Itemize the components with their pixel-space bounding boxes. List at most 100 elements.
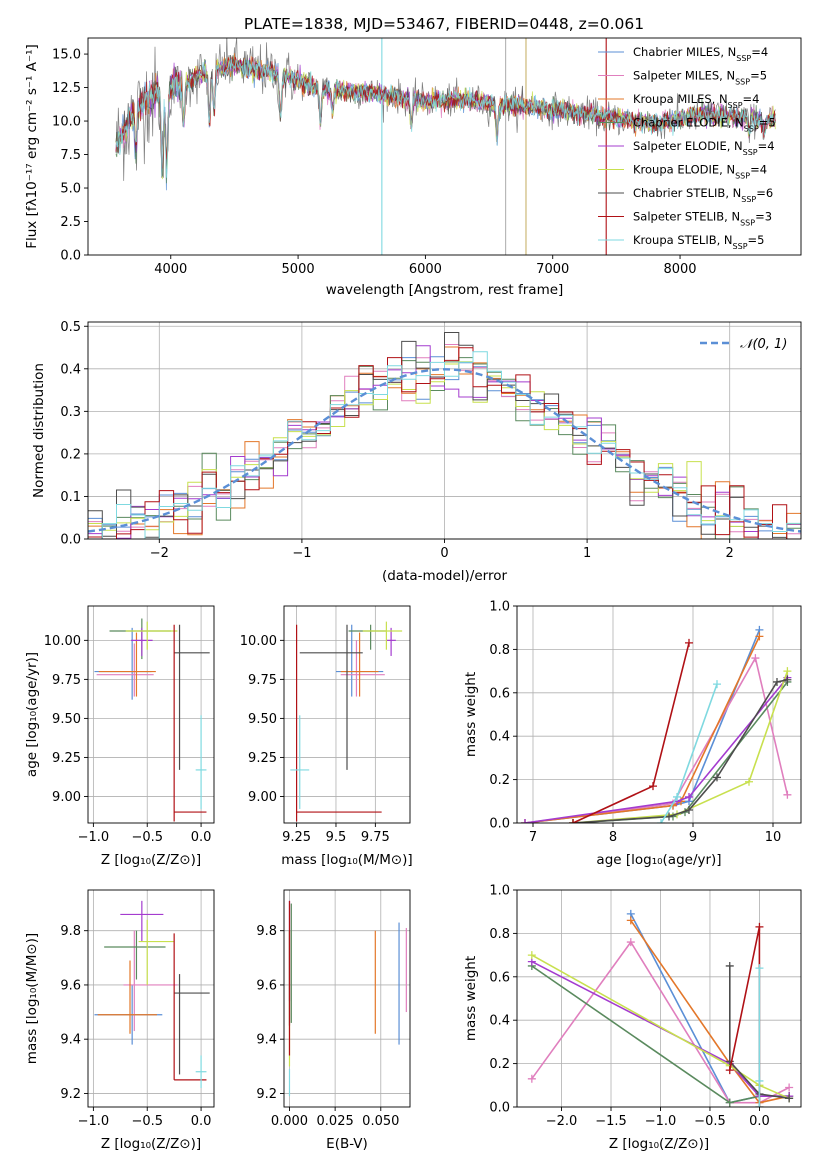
mass-weight-series bbox=[630, 919, 790, 1104]
x-tick-label: −0.5 bbox=[131, 1114, 163, 1129]
y-tick-label: 9.2 bbox=[60, 1087, 81, 1102]
legend-label: 𝒩(0, 1) bbox=[740, 337, 787, 352]
axes-frame bbox=[87, 605, 215, 824]
y-tick-label: 0.5 bbox=[60, 320, 81, 335]
mass-weight-point bbox=[773, 677, 781, 686]
y-tick-label: 1.0 bbox=[489, 884, 510, 899]
x-tick-label: 7 bbox=[529, 830, 537, 845]
mass-weight-point bbox=[783, 675, 792, 684]
plot-area bbox=[94, 900, 210, 1089]
x-axis-label: E(B-V) bbox=[326, 1136, 368, 1152]
mass-weight-point bbox=[755, 1103, 764, 1107]
x-tick-label: 9.5 bbox=[326, 830, 347, 845]
z-weight-axes: −2.0 −1.5 −1.0 −0.5 0.0 0.0 0.2 0.4 0.6 0.8 1.0 Z [… bbox=[463, 884, 802, 1152]
legend-label: Salpeter MILES, NSSP=5 bbox=[633, 69, 767, 87]
x-tick-label: −1.0 bbox=[645, 1114, 677, 1129]
x-tick-label: 9.25 bbox=[282, 830, 311, 845]
mass-weight-point bbox=[725, 1098, 734, 1107]
x-axis-label: Z [log₁₀(Z/Z⊙)] bbox=[101, 1136, 201, 1152]
mass-weight-series bbox=[572, 670, 789, 823]
mass-weight-point bbox=[785, 1083, 794, 1092]
y-tick-label: 0.4 bbox=[489, 1014, 510, 1029]
mass-weight-point bbox=[626, 938, 635, 947]
legend-label: Chabrier STELIB, NSSP=6 bbox=[633, 186, 773, 204]
mass-weight-series bbox=[524, 677, 789, 823]
legend-label: Kroupa ELODIE, NSSP=4 bbox=[633, 163, 767, 181]
mass-weight-point bbox=[626, 916, 635, 925]
mass-weight-point bbox=[657, 819, 665, 823]
plot-area bbox=[115, 38, 776, 255]
plot-area bbox=[88, 332, 801, 539]
y-tick-label: 0.4 bbox=[489, 730, 510, 745]
mass-weight-point bbox=[649, 782, 657, 791]
mass-weight-point bbox=[713, 773, 721, 782]
x-tick-label: −0.5 bbox=[694, 1114, 726, 1129]
mass-weight-point bbox=[521, 819, 529, 823]
y-axis-label: mass weight bbox=[463, 956, 479, 1041]
y-tick-label: 9.00 bbox=[248, 790, 277, 805]
axes-frame bbox=[283, 889, 411, 1108]
mass-weight-series bbox=[524, 655, 789, 823]
y-tick-label: 0.6 bbox=[489, 686, 510, 701]
mass-weight-point bbox=[755, 964, 764, 973]
mass-weight-series bbox=[524, 629, 761, 823]
mass-weight-point bbox=[725, 1066, 734, 1075]
y-tick-label: 0.2 bbox=[60, 447, 81, 462]
legend-label: Chabrier ELODIE, NSSP=5 bbox=[633, 116, 776, 134]
legend-label: Kroupa MILES, NSSP=4 bbox=[633, 92, 759, 110]
y-tick-label: 0.0 bbox=[60, 533, 81, 548]
x-tick-label: 6000 bbox=[409, 262, 442, 277]
x-tick-label: −1.0 bbox=[78, 1114, 110, 1129]
x-tick-label: 0 bbox=[440, 546, 448, 561]
x-tick-label: −1.0 bbox=[78, 830, 110, 845]
y-tick-label: 0.0 bbox=[60, 249, 81, 264]
x-tick-label: 9.75 bbox=[361, 830, 390, 845]
y-tick-label: 9.00 bbox=[52, 790, 81, 805]
y-tick-label: 0.3 bbox=[60, 405, 81, 420]
x-axis-label: age [log₁₀(age/yr)] bbox=[596, 852, 721, 868]
plot-area bbox=[94, 618, 210, 822]
mass-weight-point bbox=[783, 667, 792, 676]
y-tick-label: 0.6 bbox=[489, 970, 510, 985]
plot-area bbox=[527, 909, 794, 1107]
y-axis-label: Normed distribution bbox=[31, 363, 47, 498]
legend-label: Kroupa STELIB, NSSP=5 bbox=[633, 233, 764, 251]
y-tick-label: 10.00 bbox=[240, 634, 277, 649]
x-tick-label: −2.0 bbox=[546, 1114, 578, 1129]
x-tick-label: 8 bbox=[609, 830, 617, 845]
x-tick-label: 0.025 bbox=[317, 1114, 354, 1129]
y-tick-label: 0.0 bbox=[489, 817, 510, 832]
x-tick-label: −2 bbox=[150, 546, 169, 561]
mass-weight-series bbox=[531, 954, 790, 1100]
mass-weight-point bbox=[673, 792, 681, 801]
y-tick-label: 12.5 bbox=[52, 81, 81, 96]
y-tick-label: 9.25 bbox=[248, 751, 277, 766]
y-tick-label: 9.8 bbox=[60, 924, 81, 939]
mass-weight-point bbox=[685, 792, 693, 801]
x-axis-label: mass [log₁₀(M/M⊙)] bbox=[281, 852, 412, 868]
mass-weight-point bbox=[751, 654, 760, 663]
y-tick-label: 2.5 bbox=[60, 215, 81, 230]
mass-weight-point bbox=[685, 638, 693, 647]
x-axis-label: wavelength [Angstrom, rest frame] bbox=[326, 282, 564, 298]
x-tick-label: 0.050 bbox=[362, 1114, 399, 1129]
x-tick-label: 0.000 bbox=[271, 1114, 308, 1129]
mass-weight-series bbox=[572, 642, 690, 823]
model-spectrum-series bbox=[115, 58, 776, 178]
z-mass-axes: −1.0 −0.5 0.0 9.2 9.4 9.6 9.8 Z [log₁₀(Z/Z⊙)] ma… bbox=[24, 889, 215, 1152]
y-tick-label: 9.8 bbox=[256, 924, 277, 939]
y-tick-label: 0.0 bbox=[489, 1101, 510, 1116]
plot-area bbox=[290, 621, 403, 822]
mass-weight-point bbox=[527, 951, 536, 960]
y-tick-label: 9.6 bbox=[256, 978, 277, 993]
y-tick-label: 10.00 bbox=[44, 634, 81, 649]
y-tick-label: 9.6 bbox=[60, 978, 81, 993]
y-tick-label: 7.5 bbox=[60, 148, 81, 163]
ebv-mass-axes: 0.000 0.025 0.050 9.2 9.4 9.6 9.8 E(B-V) bbox=[256, 889, 411, 1152]
residual-legend: 𝒩(0, 1) bbox=[700, 337, 787, 352]
y-tick-label: 9.4 bbox=[256, 1033, 277, 1048]
spectrum-axes: 4000 5000 6000 7000 8000 0.0 2.5 5.0 7.5 10.0 12.5… bbox=[24, 37, 802, 298]
mass-weight-point bbox=[527, 1074, 536, 1083]
x-axis-label: Z [log₁₀(Z/Z⊙)] bbox=[609, 1136, 709, 1152]
